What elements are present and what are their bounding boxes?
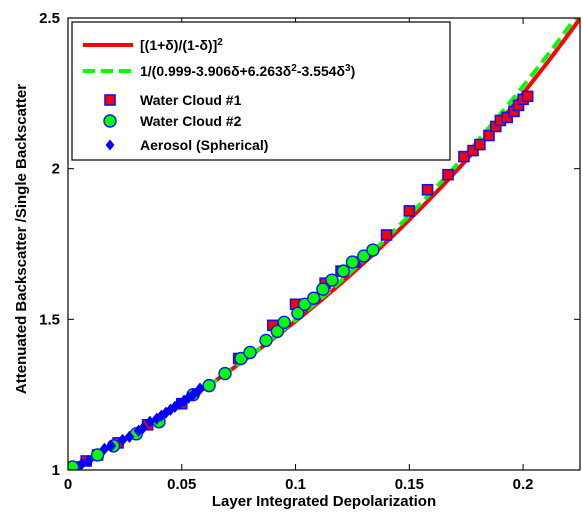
legend-entry-label: [(1+δ)/(1-δ)]2 (140, 37, 223, 54)
aerosol-point (124, 430, 135, 443)
water-cloud-2-point (202, 378, 216, 393)
y-tick-label: 1.5 (39, 311, 60, 328)
y-axis-label: Attenuated Backscatter /Single Backscatt… (13, 84, 30, 394)
water-cloud-1-point (458, 150, 470, 163)
x-tick-label: 0 (64, 476, 72, 493)
ticks: 0 0.05 0.1 0.15 0.2 1 1.5 2 2.5 (39, 10, 580, 493)
y-tick-label: 2.5 (39, 10, 60, 27)
water-cloud-2-point (336, 264, 351, 278)
legend: [(1+δ)/(1-δ)]2 1/(0.999-3.906δ+6.263δ2-3.… (71, 21, 451, 161)
x-tick-label: 0.05 (167, 476, 196, 493)
water-cloud-2-point (357, 249, 371, 263)
axes (67, 17, 581, 471)
legend-box (71, 21, 451, 161)
water-cloud-1-point (403, 205, 416, 217)
y-tick-label: 2 (52, 161, 60, 178)
water-cloud-1-point (442, 168, 454, 181)
water-cloud-2-point (291, 306, 305, 321)
water-cloud-2-point (68, 460, 80, 470)
water-cloud-2-point (316, 282, 330, 296)
water-cloud-1-point (501, 111, 513, 124)
legend-entry-label: Water Cloud #1 (140, 92, 242, 108)
y-tick-label: 1 (52, 462, 60, 479)
water-cloud-2-point (366, 243, 380, 257)
aerosol-point (195, 382, 205, 395)
water-cloud-2-point (259, 333, 273, 348)
water-cloud-2-point (270, 324, 285, 339)
water-cloud-2-point (297, 297, 312, 311)
water-cloud-1-point (467, 144, 479, 157)
legend-entry-label: Water Cloud #2 (140, 113, 242, 129)
water-cloud-1-point (421, 183, 434, 196)
water-cloud-2-point (218, 366, 232, 381)
aerosol-point (83, 454, 94, 468)
water-cloud-2-point (307, 291, 321, 305)
x-tick-label: 0.1 (285, 476, 306, 493)
legend-swatch-diamond (105, 139, 115, 151)
aerosol-point (106, 439, 117, 453)
legend-swatch-circle (103, 114, 117, 128)
water-cloud-1-point (521, 90, 534, 103)
legend-entry-label: 1/(0.999-3.906δ+6.263δ2-3.554δ3) (140, 63, 355, 80)
aerosol-point (138, 421, 149, 434)
water-cloud-2-point (345, 255, 360, 269)
water-cloud-2-point (90, 448, 105, 462)
water-cloud-2-point (243, 345, 257, 360)
water-cloud-1-point (380, 229, 393, 241)
axes-box (67, 17, 581, 471)
x-tick-label: 0.15 (395, 476, 424, 493)
water-cloud-1-point (483, 129, 495, 142)
plot-area (68, 18, 580, 470)
legend-entry-label: Aerosol (Spherical) (140, 137, 268, 153)
water-cloud-1-point (474, 138, 486, 151)
water-cloud-2-point (325, 273, 339, 287)
legend-swatch-square (104, 94, 116, 106)
x-tick-label: 0.2 (513, 476, 534, 493)
water-cloud-2-point (234, 351, 248, 366)
x-axis-label: Layer Integrated Depolarization (212, 493, 436, 510)
water-cloud-2-point (277, 315, 291, 330)
